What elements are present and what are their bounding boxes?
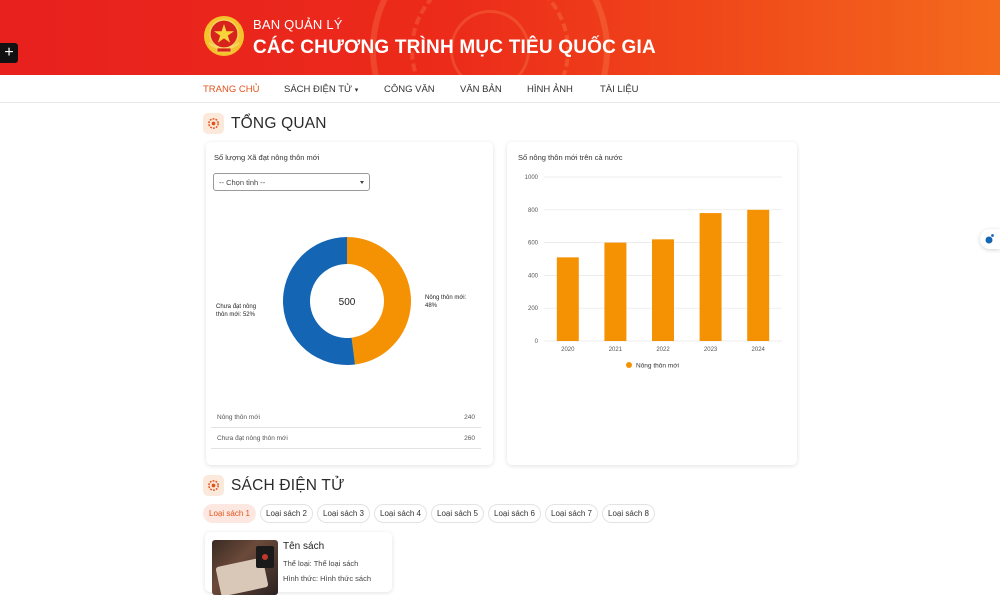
row-label: Chưa đạt nông thôn mới	[217, 435, 288, 442]
national-emblem-logo	[204, 16, 244, 56]
overview-title: TỔNG QUAN	[231, 114, 327, 132]
donut-label-not-achieved: Chưa đạt nông	[216, 304, 256, 310]
row-label: Nông thôn mới	[217, 414, 260, 421]
bronze-drum-pattern-core	[450, 10, 530, 75]
tab-book-type-2[interactable]: Loại sách 2	[260, 504, 313, 523]
donut-card-title: Số lượng Xã đạt nông thôn mới	[214, 153, 320, 162]
nav-item-materials[interactable]: TÀI LIỆU	[600, 84, 639, 95]
tab-book-type-7[interactable]: Loại sách 7	[545, 504, 598, 523]
x-tick-label: 2023	[704, 347, 718, 353]
nav-item-ebooks[interactable]: SÁCH ĐIỆN TỬ ▾	[284, 84, 358, 95]
bar-2022	[652, 239, 674, 341]
y-tick-label: 800	[528, 208, 539, 214]
legend-label: Nông thôn mới	[636, 363, 679, 370]
accessibility-widget-button[interactable]	[980, 229, 1000, 249]
bar-chart: 0 200 400 600 800 1000 2020 2021 2022 2023 2024 Nôn…	[525, 175, 782, 370]
tab-book-type-5[interactable]: Loại sách 5	[431, 504, 484, 523]
x-tick-label: 2021	[609, 347, 623, 353]
book-card[interactable]: Tên sách Thể loại: Thể loại sách Hình th…	[205, 532, 392, 595]
bar-card: Số nông thôn mới trên cả nước 0 200 400 600…	[507, 142, 797, 465]
nav-item-ebooks-label: SÁCH ĐIỆN TỬ	[284, 84, 353, 95]
bar-2024	[747, 209, 770, 341]
x-tick-label: 2020	[561, 347, 575, 353]
donut-center-value: 500	[339, 297, 356, 308]
bar-2020	[556, 257, 579, 341]
legend-marker	[626, 362, 632, 368]
nav-item-home[interactable]: TRANG CHỦ	[203, 84, 260, 95]
banner-subtitle: BAN QUẢN LÝ	[253, 17, 343, 32]
book-cover-image	[212, 540, 278, 595]
bar-2021	[604, 242, 627, 341]
accessibility-icon	[985, 234, 994, 244]
row-value: 240	[464, 414, 475, 421]
floating-plus-button[interactable]: +	[0, 43, 18, 63]
table-row: Chưa đạt nông thôn mới 260	[211, 428, 481, 449]
bar-card-title: Số nông thôn mới trên cả nước	[518, 153, 623, 162]
tab-book-type-6[interactable]: Loại sách 6	[488, 504, 541, 523]
chevron-down-icon	[360, 181, 364, 184]
nav-item-official-letters[interactable]: CÔNG VĂN	[384, 84, 435, 95]
y-tick-label: 600	[528, 241, 539, 247]
donut-label-new-rural: Nông thôn mới:	[425, 295, 467, 301]
donut-slice-new-rural	[347, 237, 412, 365]
y-tick-label: 0	[535, 339, 539, 345]
book-format: Hình thức: Hình thức sách	[283, 574, 371, 583]
donut-card: Số lượng Xã đạt nông thôn mới -- Chọn tỉ…	[206, 142, 493, 465]
province-select-value: -- Chọn tỉnh --	[219, 178, 266, 187]
bronze-drum-pattern-inner	[410, 0, 570, 75]
header-banner: BAN QUẢN LÝ CÁC CHƯƠNG TRÌNH MỤC TIÊU QU…	[0, 0, 1000, 75]
ebooks-gear-icon	[203, 475, 224, 496]
tab-book-type-3[interactable]: Loại sách 3	[317, 504, 370, 523]
book-category: Thể loại: Thể loại sách	[283, 559, 359, 568]
main-navigation: TRANG CHỦ SÁCH ĐIỆN TỬ ▾ CÔNG VĂN VĂN BẢ…	[0, 75, 1000, 103]
ebooks-title: SÁCH ĐIỆN TỬ	[231, 476, 345, 494]
bar-2023	[699, 213, 722, 341]
province-select[interactable]: -- Chọn tỉnh --	[213, 173, 370, 191]
overview-heading: TỔNG QUAN	[203, 113, 327, 134]
row-value: 260	[464, 435, 475, 442]
nav-item-images[interactable]: HÌNH ẢNH	[527, 84, 573, 95]
tab-book-type-4[interactable]: Loại sách 4	[374, 504, 427, 523]
chevron-down-icon: ▾	[354, 87, 359, 94]
tab-book-type-1[interactable]: Loại sách 1	[203, 504, 256, 523]
y-tick-label: 200	[528, 306, 539, 312]
donut-slice-not-achieved	[283, 237, 356, 365]
banner-title: CÁC CHƯƠNG TRÌNH MỤC TIÊU QUỐC GIA	[253, 37, 656, 58]
donut-label-not-achieved-pct: thôn mới: 52%	[216, 312, 256, 318]
bronze-drum-pattern	[370, 0, 610, 75]
y-tick-label: 400	[528, 273, 539, 279]
nav-item-documents[interactable]: VĂN BẢN	[460, 84, 502, 95]
tab-book-type-8[interactable]: Loại sách 8	[602, 504, 655, 523]
y-tick-label: 1000	[525, 175, 539, 181]
book-title: Tên sách	[283, 541, 325, 552]
donut-chart: 500 Nông thôn mới: 48% Chưa đạt nông thôn mớ…	[216, 237, 467, 365]
x-tick-label: 2022	[656, 347, 670, 353]
overview-gear-icon	[203, 113, 224, 134]
ebooks-heading: SÁCH ĐIỆN TỬ	[203, 475, 345, 496]
table-row: Nông thôn mới 240	[211, 407, 481, 428]
x-tick-label: 2024	[752, 347, 766, 353]
donut-label-new-rural-pct: 48%	[425, 303, 438, 309]
